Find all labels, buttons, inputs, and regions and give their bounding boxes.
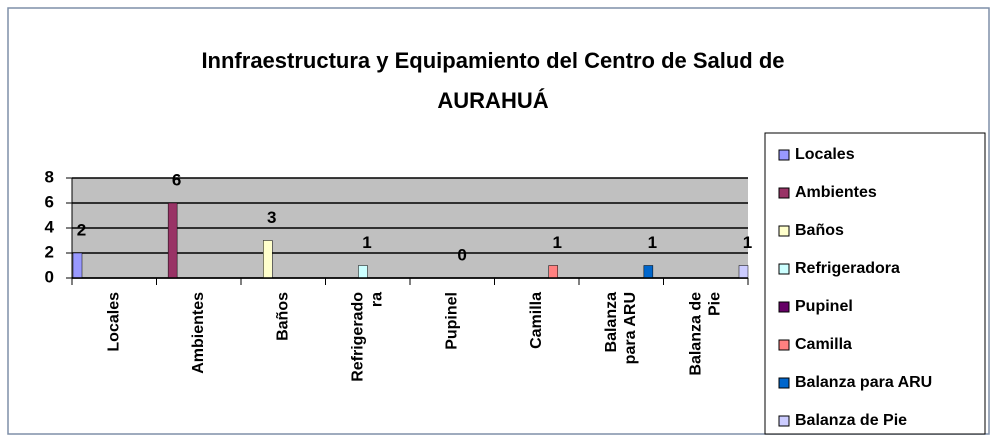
- x-tick-label: Locales: [105, 292, 122, 352]
- legend-label: Balanza de Pie: [795, 412, 907, 429]
- legend-swatch: [778, 149, 790, 161]
- x-tick-label: Balanza de: [687, 292, 704, 376]
- bar: [72, 252, 83, 279]
- x-tick-label: para ARU: [622, 292, 639, 364]
- legend-swatch: [778, 263, 790, 275]
- x-tick-label: ra: [368, 292, 385, 307]
- bar: [738, 265, 749, 279]
- data-label: 1: [362, 233, 371, 252]
- x-tick-label: Refrigerado: [349, 292, 366, 382]
- bar: [167, 202, 178, 279]
- legend-swatch: [778, 301, 790, 313]
- bar: [548, 265, 558, 279]
- chart-title: Innfraestructura y Equipamiento del Cent…: [201, 48, 784, 73]
- y-tick-label: 6: [45, 192, 54, 211]
- legend-swatch: [778, 225, 790, 237]
- legend-label: Baños: [795, 222, 844, 239]
- x-tick-label: Balanza: [603, 292, 620, 353]
- data-label: 1: [648, 233, 657, 252]
- x-tick-label: Pupinel: [443, 292, 460, 350]
- data-label: 0: [457, 245, 466, 264]
- bar: [358, 265, 368, 279]
- legend-swatch: [778, 377, 790, 389]
- legend-swatch: [778, 339, 790, 351]
- legend-label: Camilla: [795, 336, 852, 353]
- y-tick-label: 4: [45, 217, 55, 236]
- legend-label: Ambientes: [795, 184, 877, 201]
- legend-label: Pupinel: [795, 298, 853, 315]
- data-label: 2: [77, 220, 86, 239]
- y-tick-label: 0: [45, 267, 54, 286]
- y-tick-label: 2: [45, 242, 54, 261]
- bar: [263, 240, 273, 279]
- x-tick-label: Ambientes: [190, 292, 207, 374]
- data-label: 6: [172, 170, 181, 189]
- y-tick-label: 8: [45, 167, 54, 186]
- legend-label: Refrigeradora: [795, 260, 900, 277]
- legend-label: Locales: [795, 146, 855, 163]
- x-tick-label: Pie: [706, 292, 723, 316]
- legend: [764, 132, 986, 435]
- data-label: 1: [743, 233, 752, 252]
- legend-label: Balanza para ARU: [795, 374, 932, 391]
- x-tick-label: Baños: [274, 292, 291, 341]
- chart-title: AURAHUÁ: [437, 88, 548, 113]
- legend-swatch: [778, 187, 790, 199]
- data-label: 3: [267, 208, 276, 227]
- x-tick-label: Camilla: [528, 292, 545, 349]
- data-label: 1: [552, 233, 561, 252]
- legend-swatch: [778, 415, 790, 427]
- bar: [643, 265, 654, 279]
